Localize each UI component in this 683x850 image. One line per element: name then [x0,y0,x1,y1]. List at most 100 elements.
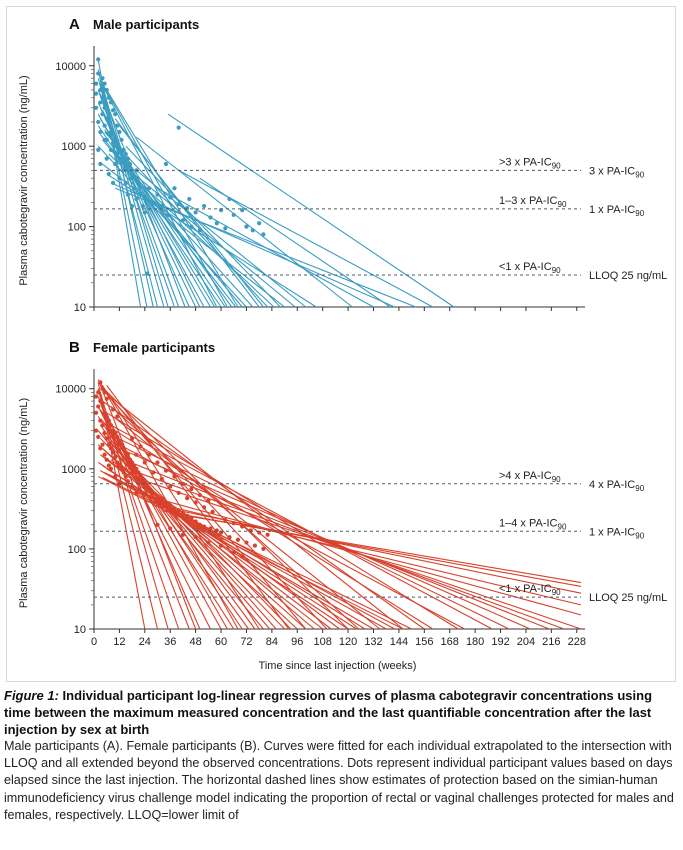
reference-left-label: 1–4 x PA-IC90 [499,517,567,531]
data-point [115,123,120,128]
data-point [163,500,169,505]
data-point [110,450,116,455]
data-point [172,506,177,511]
y-tick-label: 10 [74,624,86,636]
data-point [252,543,258,548]
data-point [132,186,137,191]
figure-panel: A Male participants Plasma cabotegravir co… [6,6,676,682]
data-point [176,202,181,207]
reference-right-label: LLOQ 25 ng/mL [589,270,667,282]
regression-line [136,492,582,616]
caption-body: Male participants (A). Female participan… [4,739,674,822]
regression-line [102,163,285,308]
data-point [218,543,224,548]
data-point [151,470,156,475]
y-tick-label: 100 [68,544,86,556]
regression-line [114,158,296,308]
x-tick-label: 168 [441,636,459,648]
reference-left-label: <1 x PA-IC90 [499,583,561,597]
data-point [102,452,107,457]
data-point [96,434,101,440]
figure-label: Figure 1: [4,688,59,703]
regression-line [101,83,228,308]
data-point [132,463,137,468]
data-point [138,444,143,449]
data-point [168,195,173,200]
data-point [257,221,262,226]
data-point [231,212,236,217]
reference-left-sub: 90 [558,522,567,531]
data-point [138,474,143,479]
data-point [117,439,122,444]
data-point [100,112,105,117]
data-point [261,546,266,552]
x-tick-label: 48 [190,636,202,648]
regression-line [97,430,264,630]
data-point [248,528,253,533]
data-point [210,509,215,514]
data-point [163,161,169,167]
data-point [125,452,130,457]
data-point [176,125,181,130]
data-point [176,490,181,496]
reference-right-label: 4 x PA-IC90 [589,479,645,493]
data-point [227,535,232,540]
regression-line [112,416,381,630]
data-point [208,526,213,531]
data-point [193,210,198,215]
data-point [117,156,122,161]
data-point [104,396,109,401]
reference-left-label: <1 x PA-IC90 [499,261,561,275]
data-point [98,161,103,167]
data-point [98,100,103,105]
data-point [168,503,173,508]
reference-left-sub: 90 [552,161,561,170]
data-point [176,508,181,513]
data-point [108,423,114,428]
data-point [117,129,122,135]
data-point [125,479,130,484]
caption-title: Figure 1: Individual participant log-lin… [4,687,678,738]
data-point [102,105,107,110]
figure-caption: Figure 1: Individual participant log-lin… [4,687,678,824]
regression-line [136,169,307,308]
data-point [102,410,107,415]
data-point [214,528,219,533]
data-point [151,490,156,496]
data-point [96,57,101,62]
y-tick-label: 10000 [55,384,86,396]
data-point [227,196,232,202]
data-point [214,221,219,226]
data-point [168,484,173,489]
data-point [100,423,105,428]
data-point [130,203,135,209]
data-point [146,452,152,457]
x-tick-label: 144 [390,636,408,648]
data-point [108,129,114,135]
data-point [125,192,130,197]
regression-line [106,385,290,630]
panel-letter: B [69,339,80,356]
data-point [104,436,109,441]
data-point [134,196,139,202]
regression-line [104,391,404,630]
data-point [123,151,128,157]
data-point [202,524,207,529]
data-point [106,442,111,447]
data-point [123,474,128,479]
data-point [125,156,130,161]
regression-line [97,382,146,630]
data-point [193,535,198,540]
reference-right-sub: 90 [635,209,644,218]
data-point [94,81,99,86]
data-point [102,430,107,436]
regression-line [119,444,465,630]
x-tick-label: 60 [215,636,227,648]
regression-line [99,93,180,308]
data-point [136,470,141,475]
caption-title-text: Individual participant log-linear regres… [4,688,653,737]
data-point [94,394,99,399]
reference-right-sub: 90 [635,170,644,179]
data-point [155,522,160,527]
data-point [130,460,135,465]
